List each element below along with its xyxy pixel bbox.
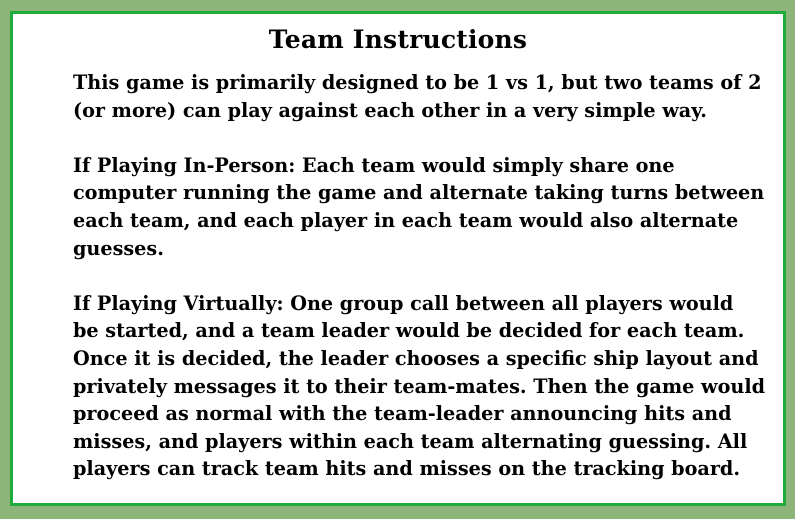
instructions-panel: Team Instructions This game is primarily…	[10, 11, 786, 506]
intro-paragraph: This game is primarily designed to be 1 …	[73, 71, 762, 122]
instructions-body: This game is primarily designed to be 1 …	[73, 69, 775, 483]
page-title: Team Instructions	[268, 25, 528, 54]
virtual-paragraph: If Playing Virtually: One group call bet…	[73, 291, 766, 481]
in-person-paragraph: If Playing In-Person: Each team would si…	[73, 153, 765, 260]
